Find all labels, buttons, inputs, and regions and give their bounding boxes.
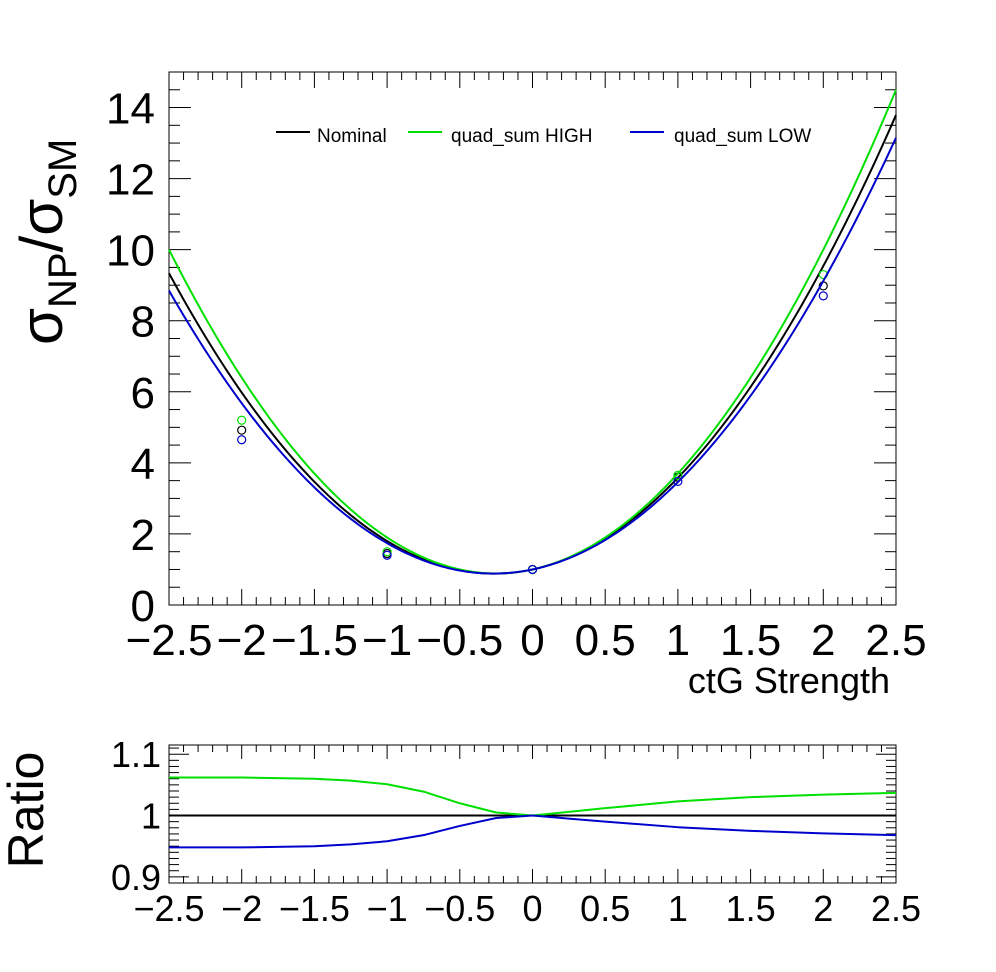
svg-text:σNP/σSM: σNP/σSM	[8, 139, 85, 345]
y-tick-label: 4	[131, 440, 155, 489]
x-tick-label: −1	[362, 616, 412, 665]
data-point	[237, 425, 247, 435]
ratio-y-axis-label: Ratio	[0, 752, 54, 869]
y-axis-label-sub-np: NP	[41, 252, 85, 308]
x-tick-label: 1	[666, 616, 690, 665]
x-tick-label: −2	[217, 616, 267, 665]
y-tick-label: 0	[131, 582, 155, 631]
data-point	[673, 470, 683, 480]
ratio-y-tick-label: 0.9	[111, 857, 161, 898]
ratio-y-tick-label: 1.1	[111, 734, 161, 775]
y-axis-label-sub-sm: SM	[41, 139, 85, 199]
y-tick-label: 12	[106, 156, 155, 205]
y-axis-label-main: σ	[8, 308, 75, 345]
x-tick-label: 0.5	[575, 616, 636, 665]
x-tick-label: −2.5	[126, 616, 213, 665]
ratio-x-tick-label: 0	[522, 888, 542, 929]
y-tick-label: 6	[131, 369, 155, 418]
ratio-x-tick-label: 1	[668, 888, 688, 929]
y-axis-label: σNP/σSM	[8, 139, 85, 345]
ratio-x-tick-label: −0.5	[424, 888, 495, 929]
y-tick-label: 2	[131, 511, 155, 560]
ratio-x-tick-label: 1.5	[726, 888, 776, 929]
ratio-x-tick-label: 2	[813, 888, 833, 929]
ratio-x-tick-label: −1	[367, 888, 408, 929]
data-point	[382, 550, 392, 560]
data-point	[237, 435, 247, 445]
ratio-plot-series	[169, 776, 897, 849]
data-point	[237, 415, 247, 425]
data-point	[673, 476, 683, 486]
ratio-x-tick-label: 0.5	[580, 888, 630, 929]
data-point	[382, 547, 392, 557]
main-plot-frame	[168, 71, 897, 606]
y-tick-label: 14	[106, 85, 155, 134]
y-tick-label: 8	[131, 298, 155, 347]
y-tick-label: 10	[106, 227, 155, 276]
ratio-y-tick-label: 1	[141, 796, 161, 837]
ratio-x-tick-label: −2	[221, 888, 262, 929]
ratio-series-line	[169, 814, 897, 849]
legend-label: quad_sum HIGH	[451, 126, 593, 147]
x-axis-label: ctG Strength	[688, 660, 890, 701]
ratio-series-line	[169, 776, 897, 817]
x-tick-label: 0	[520, 616, 544, 665]
legend-label: Nominal	[317, 126, 387, 147]
main-plot-axes: −2.5 −2 −1.5 −1 −0.5 0 0.5 1 1.5 2 2.5 0 2 4 6 8 10 12 14	[106, 71, 927, 665]
ratio-x-tick-label: −1.5	[279, 888, 350, 929]
x-tick-label: −1.5	[271, 616, 358, 665]
main-plot-series	[168, 89, 897, 575]
ratio-plot-frame	[168, 744, 897, 884]
x-tick-label: 1.5	[720, 616, 781, 665]
x-tick-label: 2.5	[865, 616, 926, 665]
legend: Nominal quad_sum HIGH quad_sum LOW	[276, 126, 811, 147]
series-line	[168, 137, 897, 575]
data-point	[527, 564, 538, 575]
y-axis-label-slash: /σ	[8, 199, 75, 253]
ratio-x-tick-label: −2.5	[133, 888, 204, 929]
x-tick-label: 2	[811, 616, 835, 665]
ratio-x-tick-label: 2.5	[871, 888, 921, 929]
data-point	[818, 291, 828, 301]
x-tick-label: −0.5	[416, 616, 503, 665]
ratio-plot-axes: −2.5 −2 −1.5 −1 −0.5 0 0.5 1 1.5 2 2.5 0.9 1 1.1	[111, 734, 921, 929]
legend-label: quad_sum LOW	[674, 126, 811, 147]
